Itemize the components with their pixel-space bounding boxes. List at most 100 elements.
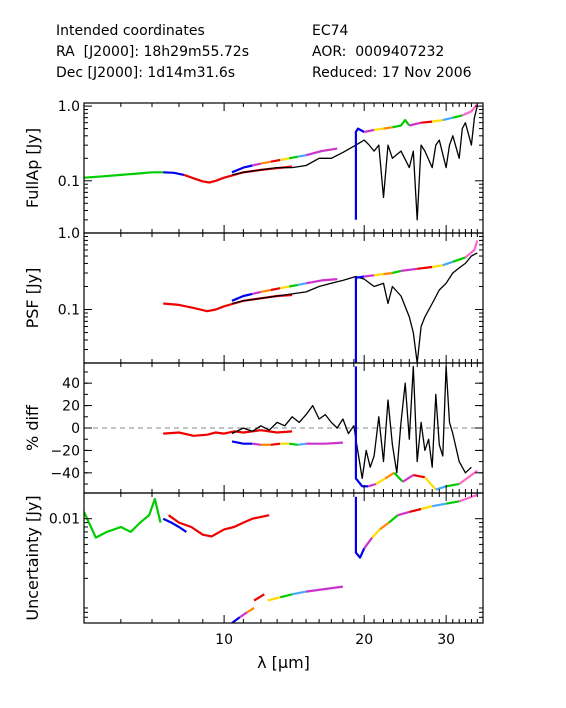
panel-fullap: 1.0 0.1 FullAp [Jy] [23, 99, 484, 234]
series-line-18 [442, 260, 454, 267]
header-right-line-3: Reduced: 17 Nov 2006 [312, 65, 472, 81]
series-line-16 [417, 265, 433, 270]
series-line-1 [231, 252, 478, 363]
series-line-9 [306, 441, 343, 445]
series-line-1 [162, 517, 188, 533]
series-line-21 [452, 114, 463, 119]
panel-frame [83, 232, 484, 364]
series-line-15 [402, 474, 414, 483]
series-line-9 [291, 590, 307, 596]
series-line-19 [432, 119, 443, 123]
series-line-1 [231, 365, 472, 480]
y-tick-label: 20 [62, 399, 80, 415]
header-left-line-1: Intended coordinates [56, 23, 205, 39]
series-line-3 [231, 616, 241, 623]
series-line-20 [442, 116, 454, 122]
series-line-17 [409, 121, 422, 127]
series-line-2 [231, 440, 253, 445]
series-line-3 [252, 442, 262, 446]
series-line-15 [388, 514, 399, 524]
series-line-13 [383, 271, 393, 276]
series-line-19 [445, 482, 460, 488]
series-line-17 [432, 264, 443, 269]
series-line-12 [375, 477, 386, 485]
series-line-14 [379, 521, 390, 531]
series-line-13 [371, 528, 381, 539]
series-line-8 [279, 593, 293, 599]
series-line-7 [288, 283, 299, 288]
header-right-line-2: AOR: 0009407232 [312, 44, 445, 60]
series-line-6 [253, 593, 265, 602]
series-line-17 [424, 476, 437, 491]
series-line-2 [167, 514, 270, 538]
series-line-10 [297, 154, 307, 158]
series-line-20 [458, 469, 478, 485]
series-line-18 [420, 505, 433, 511]
y-tick-label: 0.1 [58, 303, 80, 319]
y-axis-label: PSF [Jy] [23, 268, 42, 329]
y-tick-label: 40 [62, 376, 80, 392]
y-axis-label: FullAp [Jy] [23, 128, 42, 208]
panel-psf: 1.0 0.1 PSF [Jy] [23, 226, 484, 364]
series-line-9 [288, 155, 299, 160]
series-line-11 [367, 482, 377, 488]
header-right-line-1: EC74 [312, 23, 349, 39]
panel-uncertainty: 0.01 Uncertainty [Jy] 10 20 30 λ [μm] [23, 492, 484, 672]
y-tick-label: −40 [50, 466, 80, 482]
y-tick-label: 0.01 [49, 512, 80, 528]
series-line-4 [260, 288, 272, 293]
series-line-1 [163, 171, 185, 176]
x-tick-label: 10 [215, 632, 233, 648]
series-line-14 [392, 269, 402, 275]
series-line-12 [373, 273, 384, 277]
x-axis-label: λ [μm] [257, 653, 310, 672]
series-line-0 [84, 171, 164, 179]
series-line-3 [231, 105, 478, 221]
y-tick-label: 1.0 [58, 226, 80, 242]
series-line-8 [297, 282, 307, 286]
series-line-9 [305, 278, 338, 285]
series-line-12 [354, 127, 365, 220]
series-line-0 [163, 429, 293, 437]
series-line-4 [231, 164, 253, 174]
series-line-5 [252, 162, 262, 167]
series-line-14 [393, 472, 404, 483]
series-line-22 [461, 103, 479, 117]
series-line-0 [163, 293, 293, 313]
y-axis-label: % diff [23, 404, 42, 451]
series-line-15 [400, 267, 418, 272]
series-line-5 [270, 442, 281, 446]
series-line-11 [305, 147, 338, 157]
series-line-7 [267, 596, 281, 602]
series-line-7 [270, 158, 281, 163]
series-line-20 [464, 240, 479, 259]
panel-pctdiff: 40 20 0 −20 −40 % diff [23, 362, 484, 494]
series-line-20 [445, 500, 460, 505]
y-tick-label: 1.0 [58, 99, 80, 115]
series-line-6 [279, 285, 290, 290]
series-line-18 [435, 485, 447, 491]
series-line-3 [252, 290, 262, 295]
x-tick-label: 20 [355, 632, 373, 648]
x-tick-label: 30 [437, 632, 455, 648]
y-tick-label: 0 [71, 421, 80, 437]
series-line-21 [458, 493, 478, 503]
series-line-17 [409, 507, 422, 513]
series-line-18 [420, 120, 433, 124]
y-tick-label: −20 [50, 443, 80, 459]
series-line-16 [392, 119, 411, 129]
series-line-8 [297, 442, 307, 446]
series-line-10 [354, 275, 365, 363]
header-left-line-3: Dec [J2000]: 1d14m31.6s [56, 65, 236, 81]
series-line-8 [279, 157, 290, 162]
series-line-12 [363, 536, 373, 549]
series-line-10 [305, 585, 344, 593]
y-tick-label: 0.1 [58, 174, 80, 190]
series-line-7 [289, 442, 298, 446]
series-line-13 [363, 128, 375, 134]
series-line-11 [354, 496, 366, 559]
panel-frame [83, 492, 484, 624]
series-line-2 [231, 292, 253, 302]
series-line-5 [246, 607, 255, 614]
